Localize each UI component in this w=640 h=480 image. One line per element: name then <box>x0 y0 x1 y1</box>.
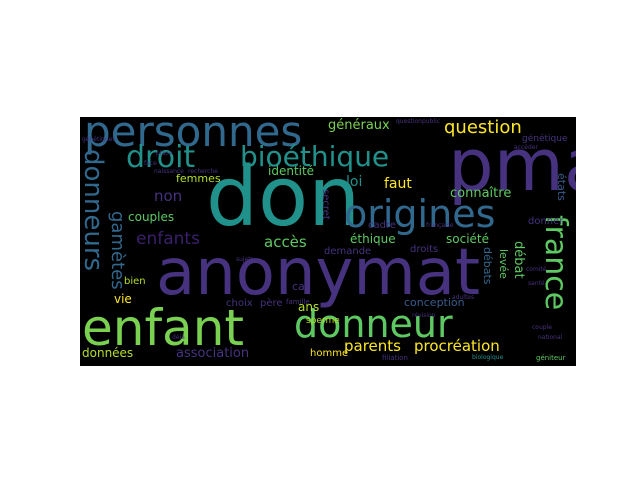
word-question-small: question <box>396 118 422 125</box>
word-ans: ans <box>298 300 320 314</box>
word-genetiques: génétiques <box>82 136 116 143</box>
word-parents: parents <box>344 337 401 355</box>
word-acces: accès <box>264 233 307 251</box>
word-pma: pma <box>448 123 576 207</box>
word-adultes: adultes <box>452 294 475 301</box>
word-homme: homme <box>310 348 349 359</box>
word-donnees: données <box>82 346 134 360</box>
word-secret: secret <box>320 189 331 220</box>
word-origines: origines <box>344 192 496 236</box>
word-loi: loi <box>346 174 363 190</box>
word-genetique: génétique <box>522 134 568 144</box>
word-national: national <box>538 334 563 341</box>
word-filiation: filiation <box>382 354 408 362</box>
word-biologique: biologique <box>472 354 504 361</box>
word-levee: levée <box>497 249 510 279</box>
word-public: public <box>422 118 441 125</box>
word-societe: société <box>446 232 489 246</box>
word-association: association <box>176 346 250 361</box>
word-femmes: femmes <box>176 172 221 185</box>
word-connaitre: connaître <box>450 186 512 201</box>
word-recherche: recherche <box>188 168 218 175</box>
word-procreation: procréation <box>414 337 500 355</box>
word-faut: faut <box>384 176 412 192</box>
word-vie: vie <box>114 292 132 306</box>
word-couple: couple <box>532 324 552 331</box>
word-debat: débat <box>511 241 526 279</box>
word-france: france <box>538 215 573 311</box>
word-ethique: éthique <box>350 232 396 246</box>
word-debats: débats <box>481 247 494 285</box>
word-place: place <box>156 150 173 157</box>
word-sperme: sperme <box>306 316 340 326</box>
word-donner: donner <box>528 216 564 227</box>
word-cadre: cadre <box>368 220 397 231</box>
word-choix: choix <box>226 298 253 309</box>
word-conception: conception <box>404 296 465 309</box>
word-enfant: enfant <box>82 299 244 357</box>
word-droits: droits <box>410 244 439 255</box>
word-francaise: française <box>426 222 454 229</box>
word-bioethique: bioéthique <box>240 140 390 173</box>
word-non: non <box>154 187 183 205</box>
word-anonymat: anonymat <box>156 236 481 310</box>
word-personnes: personnes <box>84 117 303 156</box>
word-gametes: gamètes <box>107 211 128 290</box>
word-cloud: anonymat don pma enfant personnes donneu… <box>80 117 576 366</box>
word-donneur: donneur <box>294 302 453 346</box>
word-revision: révision <box>412 312 436 319</box>
word-couples: couples <box>128 210 175 224</box>
word-geniteur: géniteur <box>536 354 566 362</box>
word-famille: famille <box>286 298 310 306</box>
word-sujets: sujets <box>236 256 254 263</box>
word-bien: bien <box>124 276 146 287</box>
word-face: face <box>144 160 157 167</box>
word-droit: droit <box>126 140 196 175</box>
word-sante: santé <box>528 280 545 287</box>
word-etats: états <box>555 173 568 201</box>
word-demande: demande <box>324 246 372 257</box>
word-deja: déjà <box>172 334 185 341</box>
word-acceder: accéder <box>514 144 538 151</box>
word-generaux: généraux <box>328 118 390 133</box>
word-cas: cas <box>292 280 311 293</box>
word-donneurs: donneurs <box>80 149 108 272</box>
word-question: question <box>444 117 522 138</box>
word-enfants: enfants <box>136 229 200 249</box>
word-don: don <box>206 150 361 245</box>
word-identite: identité <box>268 164 315 178</box>
word-comite: comité <box>526 266 547 273</box>
word-pere: père <box>260 298 283 309</box>
word-naissance: naissance <box>154 168 184 175</box>
